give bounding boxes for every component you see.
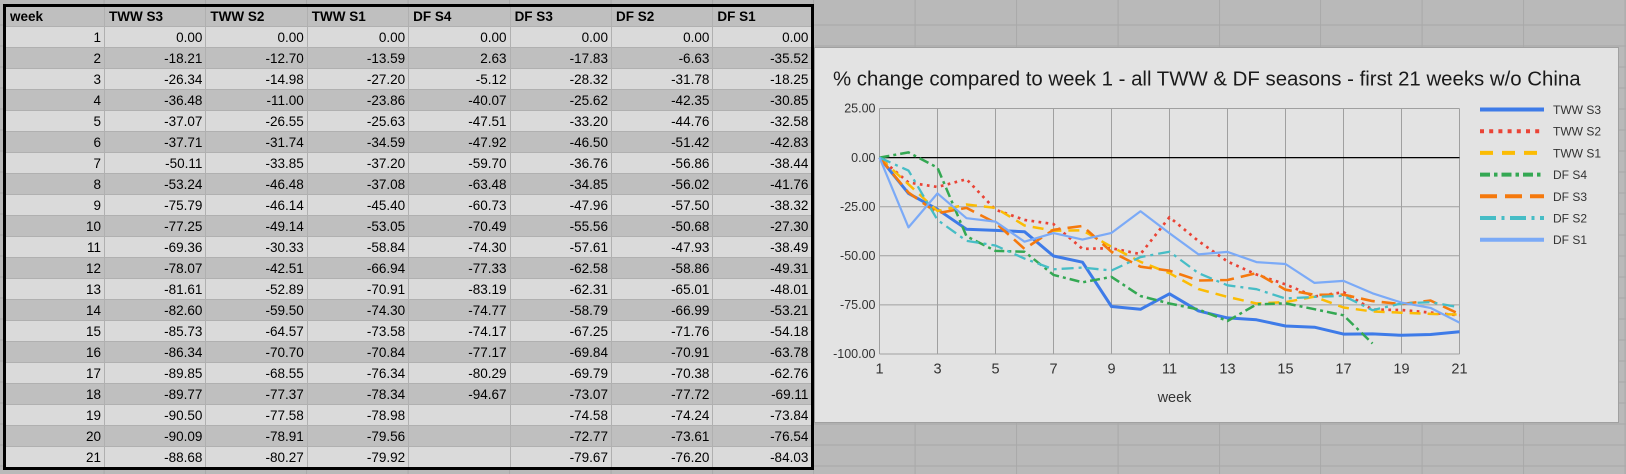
svg-text:DF S3: DF S3 [1553, 189, 1587, 203]
svg-text:TWW S1: TWW S1 [1553, 146, 1601, 160]
svg-text:11: 11 [1161, 361, 1176, 377]
svg-text:-100.00: -100.00 [833, 347, 875, 361]
svg-text:0.00: 0.00 [851, 150, 875, 164]
svg-text:TWW S3: TWW S3 [1553, 103, 1601, 117]
svg-text:DF S4: DF S4 [1553, 168, 1587, 182]
svg-text:-25.00: -25.00 [840, 199, 875, 213]
svg-text:13: 13 [1219, 361, 1235, 377]
svg-text:21: 21 [1451, 361, 1467, 377]
svg-text:3: 3 [933, 361, 941, 377]
svg-text:17: 17 [1335, 361, 1351, 377]
svg-text:TWW S2: TWW S2 [1553, 124, 1601, 138]
svg-text:-50.00: -50.00 [840, 249, 875, 263]
svg-text:-75.00: -75.00 [840, 298, 875, 312]
svg-text:19: 19 [1393, 361, 1409, 377]
svg-text:1: 1 [875, 361, 883, 377]
svg-text:15: 15 [1277, 361, 1293, 377]
svg-text:9: 9 [1107, 361, 1115, 377]
svg-text:% change compared to week 1 -: % change compared to week 1 - all TWW & … [833, 68, 1581, 90]
svg-text:5: 5 [991, 361, 999, 377]
svg-text:25.00: 25.00 [844, 101, 875, 115]
svg-text:DF S2: DF S2 [1553, 211, 1587, 225]
svg-text:7: 7 [1049, 361, 1057, 377]
svg-text:week: week [1156, 390, 1192, 406]
svg-text:DF S1: DF S1 [1553, 233, 1587, 247]
